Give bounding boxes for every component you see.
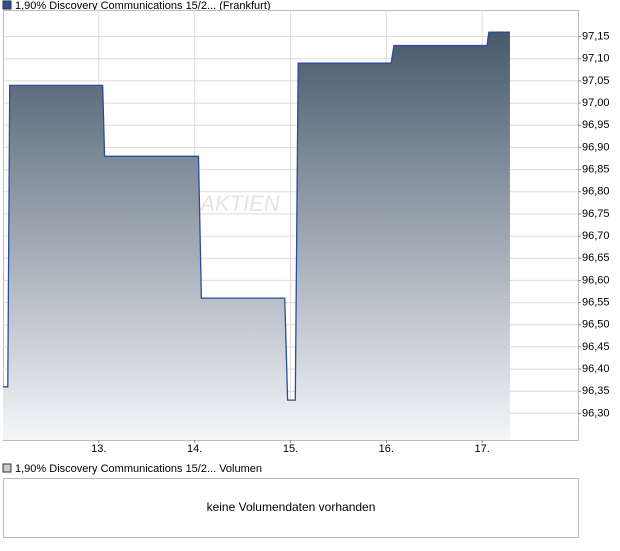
price-line [3,31,510,401]
x-tick-label: 16. [379,443,394,455]
volume-legend: 1,90% Discovery Communications 15/2... V… [15,463,262,475]
y-tick-label: 96,40 [582,363,610,375]
y-tick-label: 96,80 [582,186,610,198]
x-tick-label: 14. [187,443,202,455]
y-tick-label: 96,35 [582,385,610,397]
watermark: AKTIEN [198,191,280,216]
chart-title: 1,90% Discovery Communications 15/2... (… [15,0,271,12]
y-tick-label: 96,75 [582,208,610,220]
volume-legend-swatch [2,463,12,473]
y-tick-label: 96,55 [582,296,610,308]
y-tick-label: 97,05 [582,75,610,87]
y-tick-label: 97,15 [582,31,610,43]
y-tick-label: 96,90 [582,141,610,153]
area-fill [3,32,510,440]
y-tick-label: 96,65 [582,252,610,264]
y-tick-label: 96,70 [582,230,610,242]
y-tick-label: 96,30 [582,407,610,419]
y-tick-label: 97,00 [582,97,610,109]
x-tick-label: 13. [91,443,106,455]
y-tick-label: 96,95 [582,119,610,131]
x-tick-label: 15. [283,443,298,455]
legend-swatch [2,0,12,10]
y-tick-label: 96,45 [582,341,610,353]
x-tick-label: 17. [475,443,490,455]
volume-frame [3,478,579,538]
y-tick-label: 96,60 [582,274,610,286]
y-tick-label: 96,85 [582,163,610,175]
volume-message: keine Volumendaten vorhanden [207,500,376,514]
y-tick-label: 96,50 [582,319,610,331]
y-tick-label: 97,10 [582,53,610,65]
